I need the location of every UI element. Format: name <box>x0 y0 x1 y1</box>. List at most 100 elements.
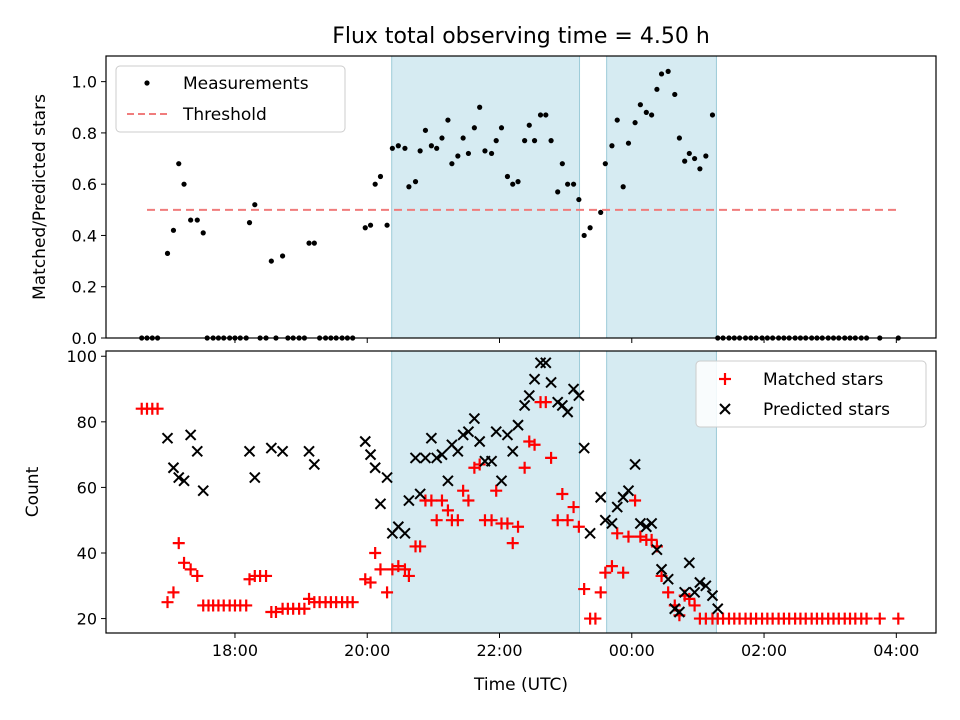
measurements-point-57 <box>460 135 466 141</box>
predicted-stars-point-52 <box>573 389 585 402</box>
measurements-point-93 <box>665 68 671 74</box>
matched-stars-point-78 <box>572 520 585 533</box>
predicted-stars-point-60 <box>622 484 635 497</box>
measurements-point-19 <box>246 220 253 226</box>
predicted-stars-point-64 <box>645 517 658 530</box>
measurements-point-89 <box>643 109 649 115</box>
x-axis-label: Time (UTC) <box>473 675 568 695</box>
predicted-stars-point-36 <box>485 455 498 467</box>
measurements-point-4 <box>164 250 171 256</box>
predicted-stars-point-47 <box>545 376 557 389</box>
measurements-point-51 <box>428 143 434 149</box>
top-y-axis-label: Matched/Predicted stars <box>30 94 50 300</box>
measurements-point-90 <box>649 112 655 118</box>
measurements-point-9 <box>194 217 200 223</box>
predicted-stars-point-23 <box>414 488 426 500</box>
bottom-y-tick-label-0: 20 <box>77 610 97 629</box>
measurements-point-62 <box>488 150 495 157</box>
predicted-stars-point-63 <box>640 521 653 533</box>
bottom-x-tick-label-1: 20:00 <box>344 641 390 660</box>
bottom-x-tick-label-2: 22:00 <box>476 641 522 660</box>
measurements-point-59 <box>471 125 477 131</box>
measurements-point-73 <box>548 138 554 144</box>
matched-stars-point-57 <box>457 484 470 497</box>
predicted-stars-point-54 <box>584 527 596 540</box>
predicted-stars-point-33 <box>468 412 481 425</box>
predicted-stars-point-76 <box>712 603 724 615</box>
measurements-point-44 <box>389 145 395 151</box>
measurements-point-95 <box>676 135 682 141</box>
matched-stars-point-88 <box>629 494 642 507</box>
measurements-point-43 <box>384 222 390 228</box>
matched-stars-point-66 <box>506 537 519 550</box>
bottom-observing-window-1 <box>391 350 581 634</box>
bottom-y-tick-label-4: 100 <box>66 347 97 366</box>
predicted-stars-point-30 <box>452 445 464 458</box>
measurements-point-78 <box>576 196 582 203</box>
predicted-stars-point-0 <box>161 432 174 444</box>
matched-stars-point-67 <box>512 520 525 533</box>
predicted-stars-point-11 <box>303 445 315 458</box>
bottom-y-tick-label-3: 80 <box>77 413 97 432</box>
measurements-point-96 <box>682 158 688 164</box>
measurements-point-72 <box>543 112 549 118</box>
predicted-stars-point-8 <box>249 471 261 484</box>
predicted-stars-point-38 <box>495 475 508 487</box>
predicted-stars-point-40 <box>507 445 519 458</box>
measurements-point-91 <box>654 86 660 92</box>
predicted-stars-point-10 <box>276 445 289 458</box>
measurements-point-23 <box>268 258 274 264</box>
measurements-point-69 <box>526 122 532 128</box>
measurements-point-8 <box>188 217 194 223</box>
predicted-stars-point-56 <box>599 514 612 526</box>
top-y-tick-label-0: 0.0 <box>72 329 97 348</box>
matched-stars-point-5 <box>167 586 180 599</box>
predicted-stars-point-53 <box>578 442 590 454</box>
predicted-stars-point-61 <box>629 458 641 471</box>
predicted-stars-point-41 <box>512 419 524 431</box>
matched-stars-point-131 <box>873 612 886 625</box>
matched-stars-point-94 <box>662 586 675 599</box>
measurements-point-31 <box>311 240 317 246</box>
measurements-point-41 <box>372 181 378 187</box>
matched-stars-point-85 <box>611 527 624 540</box>
predicted-stars-point-50 <box>561 406 574 418</box>
matched-stars-point-130 <box>860 612 873 625</box>
matched-stars-point-82 <box>594 586 607 599</box>
predicted-stars-point-25 <box>425 432 438 444</box>
chart-title: Flux total observing time = 4.50 h <box>332 24 710 49</box>
predicted-stars-point-39 <box>501 429 514 441</box>
matched-stars-point-42 <box>374 563 387 576</box>
matched-stars-point-81 <box>589 612 602 625</box>
matched-stars-point-86 <box>617 566 630 579</box>
predicted-stars-point-43 <box>523 389 535 402</box>
measurements-point-61 <box>482 148 488 154</box>
predicted-stars-point-57 <box>606 517 618 530</box>
measurements-point-67 <box>515 179 521 185</box>
measurements-point-56 <box>455 153 461 159</box>
predicted-stars-point-12 <box>308 458 321 471</box>
predicted-stars-point-74 <box>700 580 712 592</box>
measurements-point-76 <box>565 181 571 187</box>
predicted-stars-point-24 <box>419 452 432 464</box>
measurements-point-81 <box>598 209 604 215</box>
measurements-point-58 <box>465 150 472 157</box>
predicted-stars-point-26 <box>430 452 443 464</box>
matched-stars-point-40 <box>364 576 377 589</box>
matched-stars-point-7 <box>178 556 191 569</box>
predicted-stars-point-55 <box>594 491 607 503</box>
matched-stars-point-56 <box>451 514 464 527</box>
matched-stars-point-41 <box>369 546 382 559</box>
top-y-tick-label-2: 0.4 <box>72 226 97 245</box>
predicted-stars-point-6 <box>197 484 209 497</box>
predicted-stars-point-15 <box>369 462 381 474</box>
matched-stars-point-84 <box>605 560 618 573</box>
predicted-stars-point-22 <box>409 452 422 464</box>
bottom-legend: Matched stars Predicted stars <box>695 360 927 428</box>
matched-stars-point-79 <box>578 583 591 596</box>
bottom-panel: 20 40 60 80 100 18:00 20:00 22:00 00:00 02:00 04:0… <box>23 347 937 695</box>
measurements-point-68 <box>522 138 528 144</box>
top-legend: Measurements Threshold <box>115 65 346 133</box>
matched-stars-point-76 <box>561 514 574 527</box>
legend-threshold-label: Threshold <box>182 105 267 125</box>
